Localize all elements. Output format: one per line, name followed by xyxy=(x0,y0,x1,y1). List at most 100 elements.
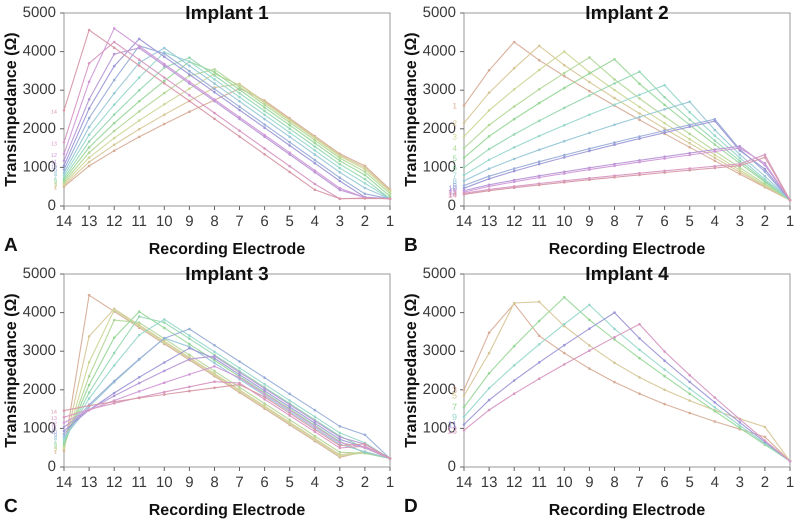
svg-text:11: 11 xyxy=(531,213,547,230)
svg-text:14: 14 xyxy=(448,190,457,199)
svg-text:2: 2 xyxy=(361,213,369,230)
svg-text:4000: 4000 xyxy=(23,304,56,321)
svg-text:1: 1 xyxy=(786,213,794,230)
svg-text:B: B xyxy=(404,235,418,256)
svg-text:14: 14 xyxy=(456,213,473,230)
svg-text:7: 7 xyxy=(235,213,243,230)
svg-text:13: 13 xyxy=(51,141,57,147)
svg-text:8: 8 xyxy=(210,213,218,230)
svg-text:13: 13 xyxy=(481,213,498,230)
svg-text:12: 12 xyxy=(506,474,523,491)
svg-text:8: 8 xyxy=(210,474,218,491)
svg-text:12: 12 xyxy=(51,153,57,159)
svg-text:5: 5 xyxy=(286,474,294,491)
svg-text:A: A xyxy=(4,235,18,256)
svg-text:2: 2 xyxy=(453,119,458,128)
svg-text:13: 13 xyxy=(481,474,498,491)
svg-text:11: 11 xyxy=(131,213,147,230)
svg-text:5: 5 xyxy=(286,213,294,230)
svg-text:5: 5 xyxy=(452,391,457,401)
svg-text:Implant 2: Implant 2 xyxy=(585,3,668,24)
svg-text:12: 12 xyxy=(106,474,123,491)
svg-text:4000: 4000 xyxy=(23,43,56,60)
svg-text:7: 7 xyxy=(452,402,457,412)
svg-text:0: 0 xyxy=(48,197,56,214)
svg-text:9: 9 xyxy=(185,474,193,491)
svg-text:Implant 3: Implant 3 xyxy=(185,264,268,285)
svg-text:5: 5 xyxy=(686,213,694,230)
svg-text:Recording Electrode: Recording Electrode xyxy=(149,241,306,258)
svg-text:7: 7 xyxy=(235,474,243,491)
svg-text:10: 10 xyxy=(156,213,173,230)
svg-text:Recording Electrode: Recording Electrode xyxy=(549,241,706,258)
svg-text:14: 14 xyxy=(51,410,57,416)
svg-text:3: 3 xyxy=(453,133,458,142)
svg-text:2000: 2000 xyxy=(23,120,56,137)
svg-text:2000: 2000 xyxy=(23,381,56,398)
svg-text:4: 4 xyxy=(311,213,319,230)
svg-text:Recording Electrode: Recording Electrode xyxy=(149,502,306,519)
svg-text:Implant 4: Implant 4 xyxy=(585,264,669,285)
svg-text:0: 0 xyxy=(448,458,456,475)
svg-text:2000: 2000 xyxy=(423,120,456,137)
svg-text:14: 14 xyxy=(51,109,57,115)
svg-text:Recording Electrode: Recording Electrode xyxy=(549,502,706,519)
svg-text:4000: 4000 xyxy=(423,304,456,321)
svg-text:4: 4 xyxy=(711,213,719,230)
svg-text:Implant 1: Implant 1 xyxy=(185,3,269,24)
svg-text:Transimpedance (Ω): Transimpedance (Ω) xyxy=(3,32,20,186)
svg-text:3000: 3000 xyxy=(423,81,456,98)
svg-text:6: 6 xyxy=(260,474,268,491)
svg-text:Transimpedance (Ω): Transimpedance (Ω) xyxy=(403,32,420,186)
svg-text:4: 4 xyxy=(453,144,458,153)
svg-text:5: 5 xyxy=(686,474,694,491)
svg-text:4: 4 xyxy=(711,474,719,491)
svg-text:1: 1 xyxy=(386,474,394,491)
svg-text:13: 13 xyxy=(51,416,57,422)
svg-text:2000: 2000 xyxy=(423,381,456,398)
svg-text:9: 9 xyxy=(585,213,593,230)
svg-text:14: 14 xyxy=(56,213,73,230)
svg-text:3: 3 xyxy=(736,213,744,230)
svg-text:2: 2 xyxy=(761,213,769,230)
svg-text:1: 1 xyxy=(453,102,458,111)
svg-text:12: 12 xyxy=(51,422,57,428)
svg-text:3: 3 xyxy=(336,474,344,491)
svg-text:5000: 5000 xyxy=(423,265,456,282)
svg-text:11: 11 xyxy=(531,474,547,491)
svg-text:6: 6 xyxy=(660,474,668,491)
svg-text:9: 9 xyxy=(185,213,193,230)
svg-text:13: 13 xyxy=(81,213,98,230)
svg-text:3000: 3000 xyxy=(423,342,456,359)
svg-text:14: 14 xyxy=(456,474,473,491)
svg-text:11: 11 xyxy=(51,160,57,166)
svg-text:8: 8 xyxy=(610,213,618,230)
svg-text:2: 2 xyxy=(761,474,769,491)
svg-text:1: 1 xyxy=(786,474,794,491)
svg-text:5000: 5000 xyxy=(423,4,456,21)
svg-text:10: 10 xyxy=(556,474,573,491)
svg-text:4000: 4000 xyxy=(423,43,456,60)
svg-text:5000: 5000 xyxy=(23,265,56,282)
svg-text:4: 4 xyxy=(311,474,319,491)
svg-text:2: 2 xyxy=(361,474,369,491)
svg-text:1: 1 xyxy=(386,213,394,230)
svg-text:0: 0 xyxy=(48,458,56,475)
svg-text:C: C xyxy=(4,496,18,517)
svg-text:8: 8 xyxy=(610,474,618,491)
svg-text:6: 6 xyxy=(660,213,668,230)
svg-text:Transimpedance (Ω): Transimpedance (Ω) xyxy=(403,293,420,447)
svg-text:13: 13 xyxy=(81,474,98,491)
svg-text:6: 6 xyxy=(260,213,268,230)
svg-text:3000: 3000 xyxy=(23,81,56,98)
svg-text:14: 14 xyxy=(56,474,73,491)
svg-text:D: D xyxy=(404,496,418,517)
svg-text:10: 10 xyxy=(556,213,573,230)
svg-text:1000: 1000 xyxy=(423,158,456,175)
svg-text:12: 12 xyxy=(106,213,123,230)
svg-text:7: 7 xyxy=(635,474,643,491)
svg-text:11: 11 xyxy=(131,474,147,491)
svg-text:Transimpedance (Ω): Transimpedance (Ω) xyxy=(3,293,20,447)
svg-text:3: 3 xyxy=(336,213,344,230)
svg-text:3: 3 xyxy=(736,474,744,491)
